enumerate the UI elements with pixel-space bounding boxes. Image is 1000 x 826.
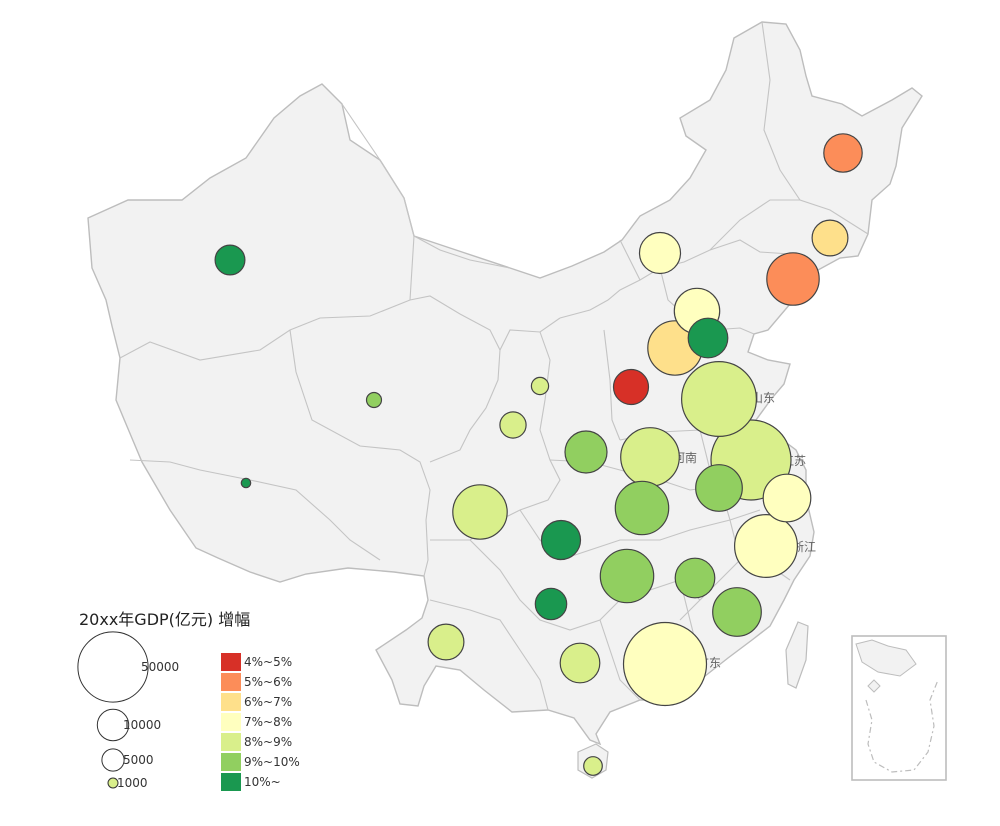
size-legend-label: 10000: [123, 718, 161, 732]
bubble-anhui: [695, 464, 743, 512]
bubble-qinghai: [365, 391, 383, 409]
bubble-shanxi: [612, 368, 650, 406]
bubble-ningxia: [530, 376, 550, 396]
bubble-xizang: [240, 477, 252, 489]
bubble-hunan: [599, 548, 655, 604]
size-legend-circle-5000: [101, 748, 125, 772]
bubble-guangxi: [559, 642, 601, 684]
color-legend: 4%~5% 5%~6% 6%~7% 7%~8% 8%~9% 9%~10% 10%~: [221, 653, 300, 791]
label-zhejiang: 浙江: [792, 540, 816, 554]
bubble-neimenggu: [638, 231, 682, 275]
color-legend-label: 6%~7%: [244, 695, 292, 709]
bubble-shaanxi: [564, 430, 608, 474]
bubble-henan: [620, 427, 680, 487]
bubble-shanghai: [762, 473, 812, 523]
bubble-jilin: [811, 219, 849, 257]
size-legend-label: 1000: [117, 776, 148, 790]
size-legend-circle-1000: [107, 777, 119, 789]
color-legend-label: 7%~8%: [244, 715, 292, 729]
bubble-chongqing: [540, 519, 582, 561]
color-legend-label: 10%~: [244, 775, 281, 789]
color-legend-swatch: [221, 693, 241, 711]
bubble-zhejiang: [733, 513, 798, 578]
label-shandong: 山东: [751, 391, 775, 405]
legend: 20xx年GDP(亿元) 增幅 50000 10000 5000 1000 4%~5%…: [77, 610, 300, 791]
south-china-sea-inset: [851, 635, 947, 781]
bubble-heilongjiang: [823, 133, 863, 173]
color-legend-label: 8%~9%: [244, 735, 292, 749]
size-legend-label: 5000: [123, 753, 154, 767]
bubble-liaoning: [766, 252, 820, 306]
bubble-hubei: [614, 480, 670, 536]
color-legend-swatch: [221, 713, 241, 731]
color-legend-label: 4%~5%: [244, 655, 292, 669]
bubble-guizhou: [534, 587, 568, 621]
legend-title: 20xx年GDP(亿元) 增幅: [79, 610, 250, 629]
bubble-guangdong: [622, 621, 708, 707]
color-legend-swatch: [221, 753, 241, 771]
color-legend-swatch: [221, 673, 241, 691]
color-legend-swatch: [221, 773, 241, 791]
bubble-shandong: [680, 361, 757, 438]
bubble-jiangxi: [674, 557, 716, 599]
color-legend-swatch: [221, 653, 241, 671]
size-legend-circle-10000: [96, 708, 130, 742]
color-legend-label: 9%~10%: [244, 755, 300, 769]
bubble-tianjin: [687, 317, 729, 359]
size-legend-circle-50000: [77, 631, 149, 703]
bubble-sichuan: [452, 484, 508, 540]
bubble-yunnan: [427, 623, 465, 661]
color-legend-label: 5%~6%: [244, 675, 292, 689]
bubble-hainan: [583, 756, 603, 776]
china-map: [87, 21, 923, 779]
bubble-fujian: [712, 587, 762, 637]
size-legend-label: 50000: [141, 660, 179, 674]
size-legend: 50000 10000 5000 1000: [77, 631, 179, 790]
taiwan-island: [785, 621, 809, 689]
gdp-bubbles: [214, 133, 863, 776]
china-landmass: [87, 21, 923, 746]
color-legend-swatch: [221, 733, 241, 751]
bubble-gansu: [499, 411, 527, 439]
bubble-xinjiang: [214, 244, 246, 276]
